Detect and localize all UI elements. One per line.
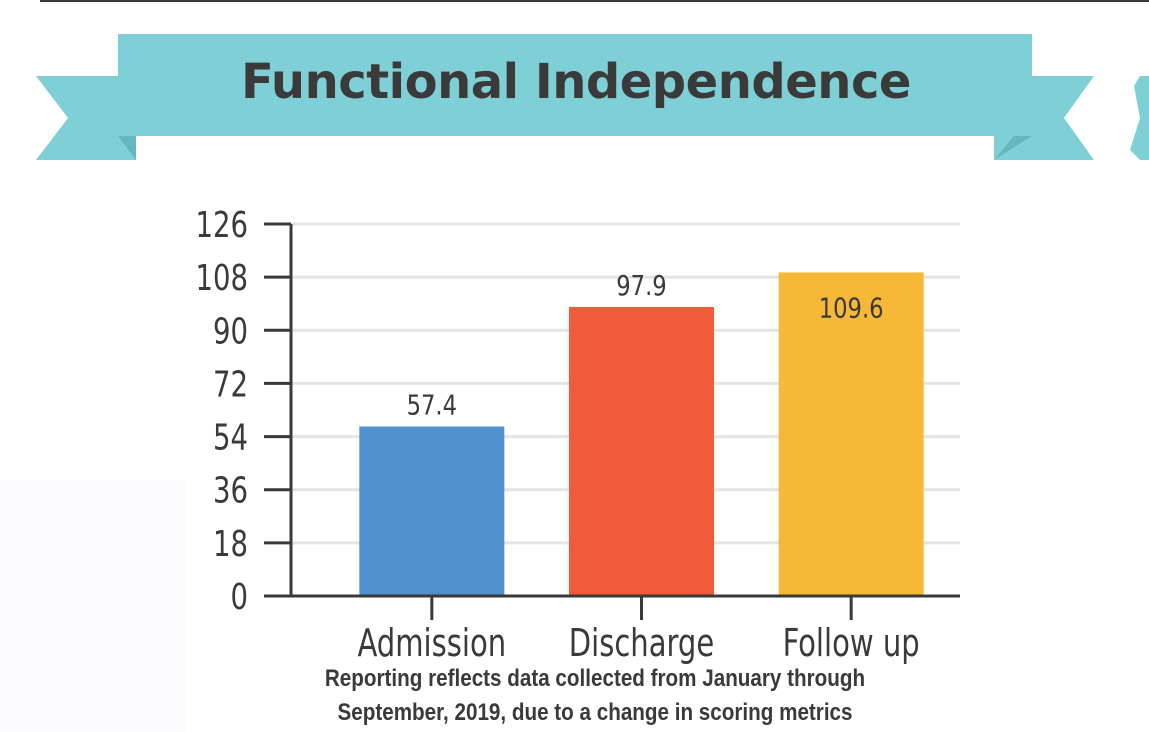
x-category-label: Admission	[358, 622, 507, 666]
y-tick-label: 90	[213, 310, 248, 352]
y-tick-label: 54	[213, 416, 248, 458]
side-panel-background	[0, 480, 186, 732]
ribbon-fold-right	[994, 136, 1032, 160]
bar-discharge	[569, 306, 714, 596]
y-tick-label: 108	[195, 257, 248, 299]
ribbon-fold-left	[118, 136, 136, 160]
data-label: 57.4	[407, 389, 457, 422]
y-tick-label: 36	[213, 469, 248, 511]
footnote-line-2: September, 2019, due to a change in scor…	[337, 699, 853, 726]
chart-footnote: Reporting reflects data collected from J…	[298, 662, 891, 730]
y-tick-label: 126	[195, 204, 248, 246]
x-category-label: Discharge	[569, 622, 714, 666]
data-label: 109.6	[819, 292, 884, 325]
ribbon-tail-left	[36, 76, 136, 160]
footnote-line-1: Reporting reflects data collected from J…	[324, 665, 866, 692]
data-label: 97.9	[616, 270, 666, 303]
y-tick-label: 0	[230, 576, 248, 618]
bar-admission	[359, 426, 505, 596]
y-tick-label: 72	[213, 363, 248, 405]
top-divider	[40, 0, 1149, 2]
page-title: Functional Independence	[241, 54, 911, 110]
x-category-label: Follow up	[783, 622, 920, 666]
ribbon-tail-next	[1130, 76, 1149, 160]
ribbon-band	[118, 34, 1032, 136]
ribbon-shape	[36, 34, 1149, 160]
title-banner: Functional Independence	[0, 0, 1149, 170]
y-tick-label: 18	[213, 522, 248, 564]
bar-follow-up	[778, 272, 924, 596]
